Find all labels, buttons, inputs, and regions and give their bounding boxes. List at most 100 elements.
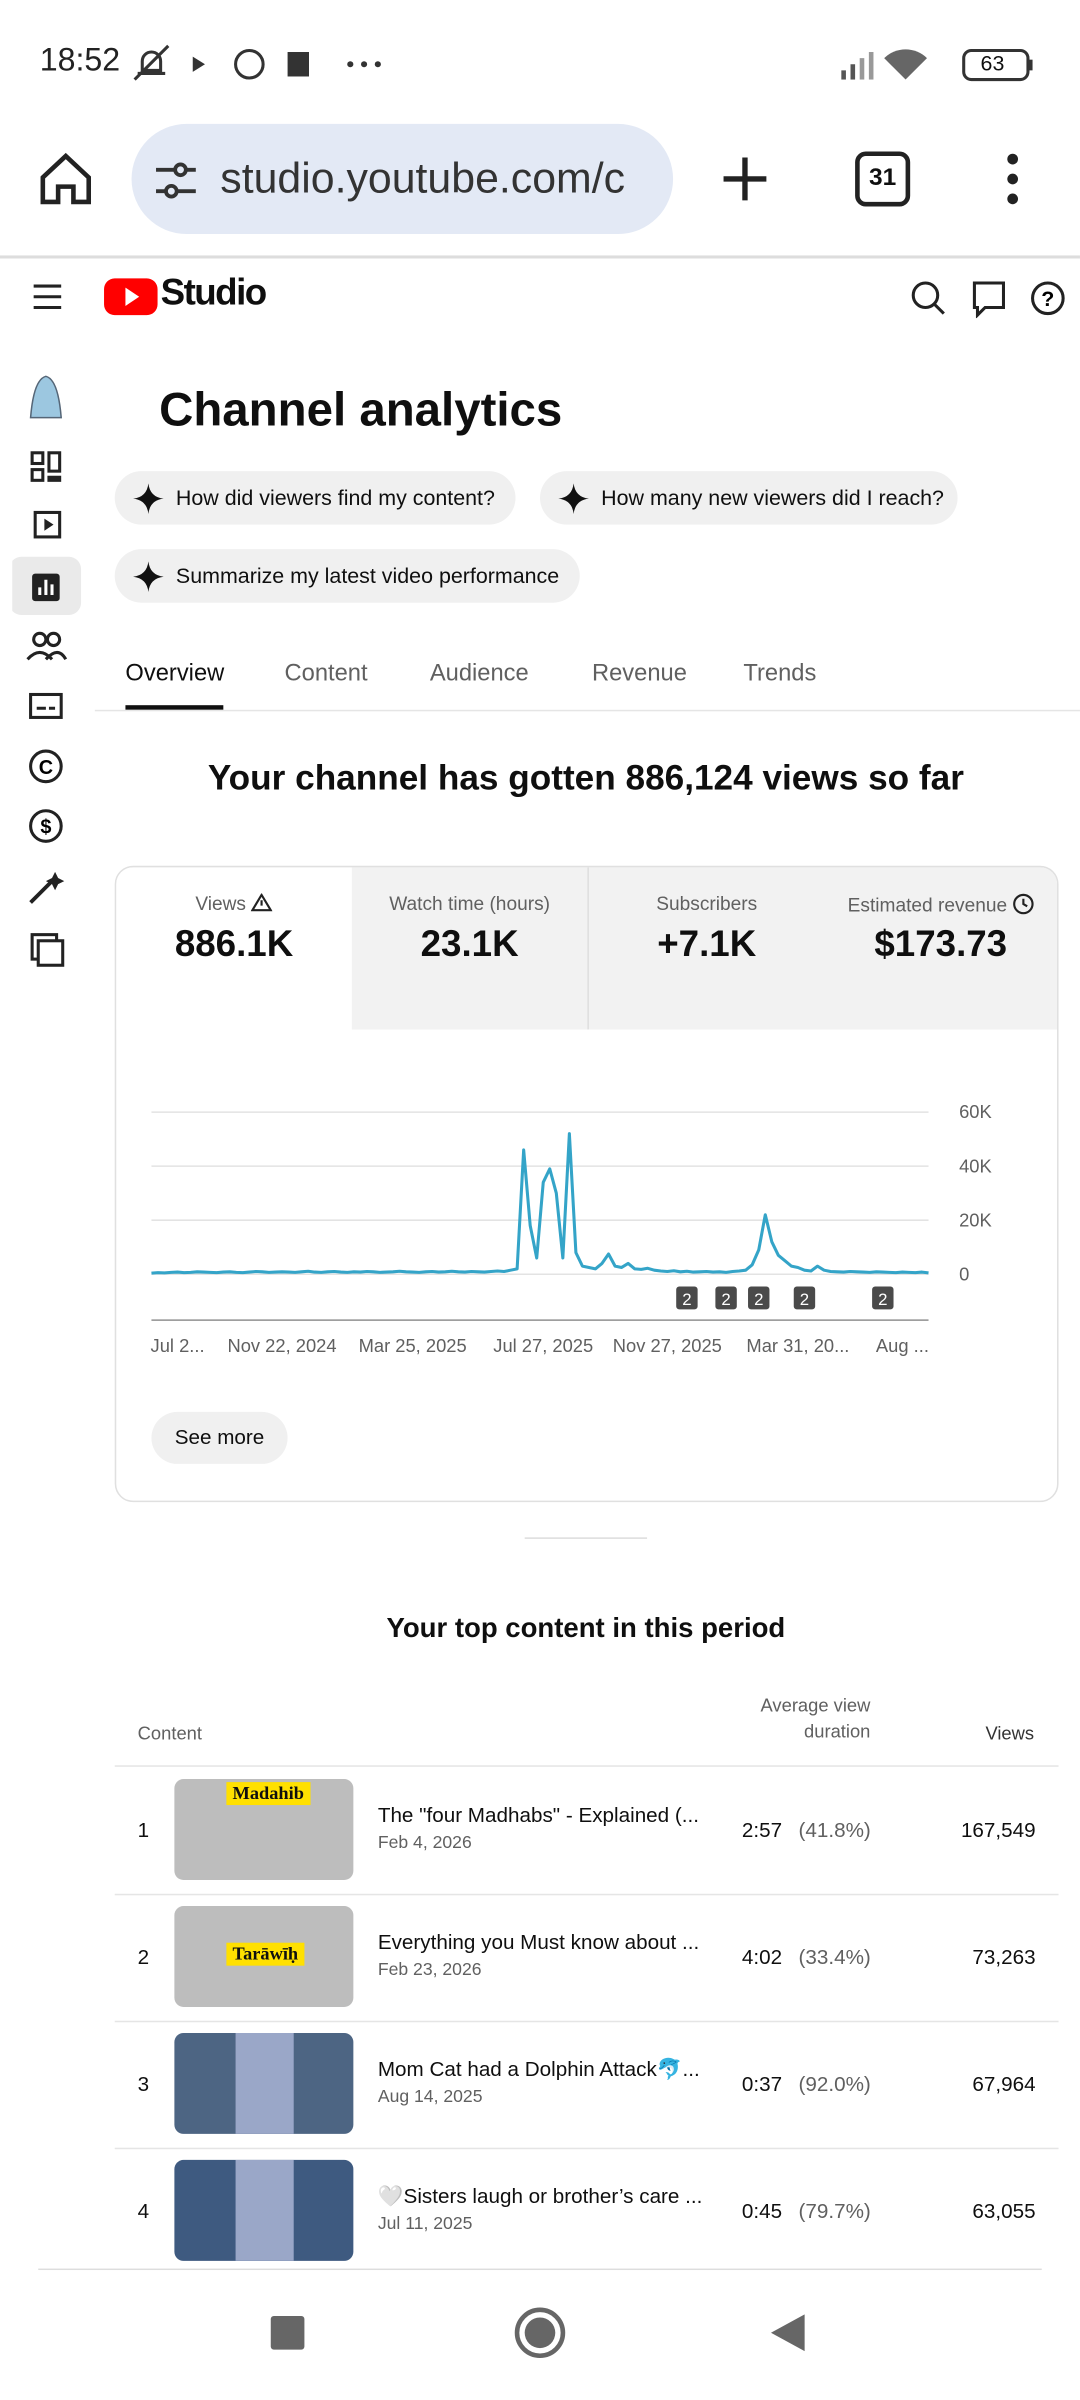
divider (38, 2268, 1042, 2271)
y-tick-label: 60K (959, 1101, 992, 1122)
header-icons[interactable]: ? (909, 278, 1068, 319)
video-title[interactable]: 🤍Sisters laugh or brother’s care ... (377, 2184, 703, 2208)
metric-label: Watch time (hours) (389, 893, 551, 915)
annotation-marker (715, 1286, 737, 1310)
metric-tab[interactable]: Views 886.1K (116, 867, 352, 1030)
video-date: Jul 11, 2025 (377, 2215, 473, 2234)
line-series (151, 1132, 929, 1275)
tab[interactable]: Audience (429, 660, 529, 687)
new-tab[interactable] (719, 153, 771, 205)
video-date: Feb 23, 2026 (377, 1961, 482, 1980)
rank: 2 (137, 1945, 150, 1969)
metric-tab[interactable]: Estimated revenue $173.73 (824, 867, 1058, 1030)
metric-label: Estimated revenue (847, 894, 1008, 917)
video-title[interactable]: Everything you Must know about ... (377, 1930, 700, 1954)
thumbnail[interactable] (174, 2032, 354, 2134)
nav-bar (0, 2270, 1080, 2400)
views: 73,263 (972, 1945, 1036, 1969)
metric-value: 23.1K (420, 923, 519, 966)
y-tick-label: 20K (959, 1209, 992, 1230)
x-tick-label: Mar 31, 20... (746, 1335, 849, 1356)
metric-value: 886.1K (174, 923, 294, 966)
metric-tab[interactable]: Watch time (hours) 23.1K (351, 867, 589, 1030)
thumbnail[interactable] (174, 2159, 354, 2261)
annotation-marker (793, 1286, 816, 1310)
url-bar[interactable]: studio.youtube.com/c (131, 123, 674, 235)
section-title: Your top content in this period (386, 1612, 786, 1643)
menu[interactable] (994, 150, 1031, 208)
rank: 4 (137, 2199, 150, 2223)
tab[interactable]: Content (284, 660, 368, 687)
tab[interactable]: Revenue (591, 660, 687, 687)
brand: Studio (160, 272, 268, 314)
tab[interactable]: Overview (125, 660, 225, 687)
divider (114, 1765, 1059, 1767)
metric-tab[interactable]: Subscribers +7.1K (588, 867, 827, 1030)
metric-label: Views (195, 893, 246, 915)
hamburger[interactable] (31, 281, 65, 312)
x-tick-label: Jul 27, 2025 (493, 1335, 593, 1356)
status-icons (133, 44, 381, 81)
annotation-marker (676, 1286, 698, 1310)
video-date: Aug 14, 2025 (377, 2088, 483, 2107)
annotation-marker (748, 1286, 770, 1310)
metric-label: Subscribers (656, 893, 758, 915)
duration: 0:45 (741, 2199, 783, 2223)
video-title[interactable]: Mom Cat had a Dolphin Attack🐬... (377, 2057, 700, 2081)
y-tick-label: 40K (959, 1155, 992, 1176)
home-nav[interactable] (514, 2307, 566, 2359)
page-title: Channel analytics (159, 382, 563, 436)
annotation-label: 2 (878, 1290, 887, 1309)
summary: Your channel has gotten 886,124 views so… (207, 757, 964, 797)
analytics-card: Views 886.1K Watch time (hours) 23.1K Sub… (114, 865, 1059, 1503)
back-button[interactable] (770, 2314, 805, 2352)
annotation-label: 2 (754, 1290, 763, 1309)
rank: 1 (137, 1818, 150, 1842)
prompt-chip[interactable]: How many new viewers did I reach? (539, 471, 958, 525)
x-tick-label: Mar 25, 2025 (359, 1335, 467, 1356)
content-row[interactable]: Madahib 1 The "four Madhabs" - Explained (… (114, 1767, 1059, 1896)
system-icons (841, 48, 1033, 82)
duration-percent: (41.8%) (798, 1818, 871, 1842)
column-header: Content (137, 1722, 202, 1744)
home-button[interactable] (37, 150, 95, 208)
views: 63,055 (972, 2199, 1036, 2223)
metric-value: $173.73 (874, 923, 1008, 966)
video-date: Feb 4, 2026 (377, 1834, 472, 1853)
prompt-chip[interactable]: How did viewers find my content? (114, 471, 516, 525)
y-tick-label: 0 (959, 1263, 969, 1284)
thumbnail[interactable]: Madahib (174, 1779, 354, 1881)
svg-text:C: C (39, 757, 53, 779)
tab-indicator (125, 705, 224, 710)
content-row[interactable]: Tarāwīḥ 2 Everything you Must know about .… (114, 1894, 1059, 2023)
video-title[interactable]: The "four Madhabs" - Explained (... (377, 1803, 699, 1827)
svg-text:?: ? (1041, 287, 1054, 311)
chart: 0 20K 40K 60K Jul 2... Nov 22, 2024 Mar 25, 20… (151, 1101, 993, 1356)
x-tick-label: Nov 22, 2024 (227, 1335, 336, 1356)
thumbnail-text: Madahib (226, 1782, 311, 1806)
duration: 0:37 (741, 2072, 783, 2096)
duration: 4:02 (741, 1945, 783, 1969)
content-row[interactable]: 3 Mom Cat had a Dolphin Attack🐬... Aug 14,… (114, 2021, 1059, 2150)
x-tick-label: Aug ... (876, 1335, 929, 1356)
views: 167,549 (960, 1818, 1036, 1842)
tab[interactable]: Trends (743, 660, 817, 687)
clock: 18:52 (39, 42, 121, 79)
thumbnail-text: Tarāwīḥ (226, 1942, 305, 1966)
prompt-chip[interactable]: Summarize my latest video performance (114, 549, 580, 603)
divider (0, 255, 1080, 259)
thumbnail[interactable]: Tarāwīḥ (174, 1906, 354, 2007)
sidebar[interactable]: C $ (12, 364, 82, 976)
annotation-label: 2 (721, 1290, 730, 1309)
duration: 2:57 (741, 1818, 783, 1842)
x-tick-label: Nov 27, 2025 (613, 1335, 722, 1356)
see-more-button[interactable]: See more (151, 1411, 288, 1464)
tab-count[interactable]: 31 (855, 151, 911, 207)
recents-button[interactable] (270, 2315, 305, 2350)
prompt-text: Summarize my latest video performance (175, 562, 560, 588)
youtube-logo[interactable] (104, 277, 159, 317)
content-row[interactable]: 4 🤍Sisters laugh or brother’s care ... Jul… (114, 2148, 1059, 2277)
battery-level: 63 (980, 50, 1005, 75)
duration-percent: (33.4%) (798, 1945, 871, 1969)
